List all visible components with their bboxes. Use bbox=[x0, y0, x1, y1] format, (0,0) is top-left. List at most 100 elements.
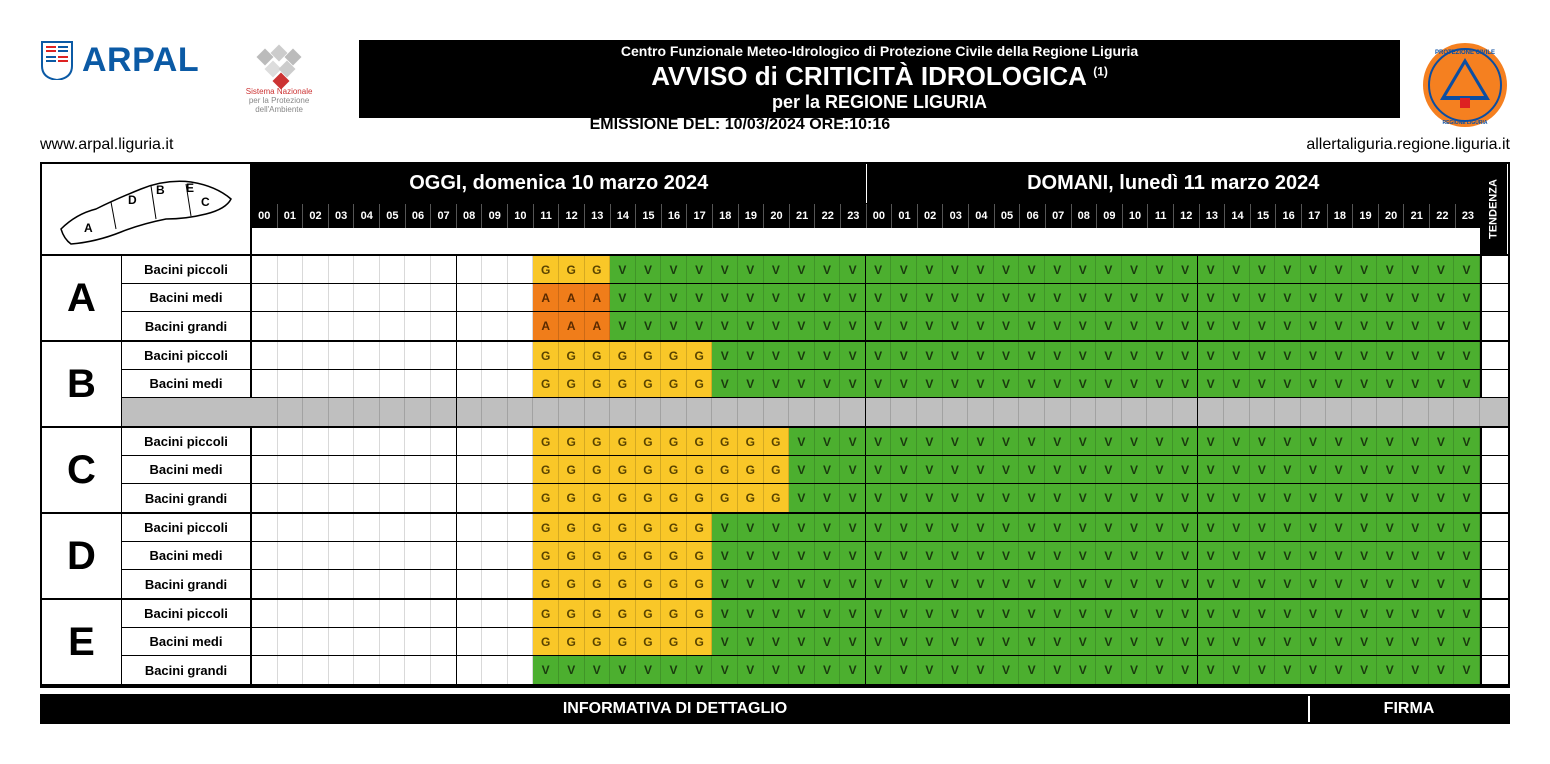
alert-cell: G bbox=[636, 370, 662, 397]
alert-cell: V bbox=[1275, 342, 1301, 369]
alert-cell: V bbox=[1454, 312, 1480, 340]
alert-cell: V bbox=[1224, 370, 1250, 397]
alert-cell bbox=[380, 398, 406, 426]
basin-label: Bacini grandi bbox=[122, 656, 252, 684]
alert-cell: V bbox=[712, 542, 738, 569]
alert-cell: V bbox=[1429, 656, 1455, 684]
alert-cell bbox=[354, 284, 380, 311]
alert-cell bbox=[994, 398, 1020, 426]
alert-cell: V bbox=[968, 342, 994, 369]
alert-cell bbox=[303, 542, 329, 569]
zone-letter: C bbox=[42, 428, 122, 512]
alert-cell: V bbox=[840, 256, 866, 283]
alert-cell: V bbox=[1377, 570, 1403, 598]
alert-cell: V bbox=[917, 656, 943, 684]
alert-cell: G bbox=[585, 428, 611, 455]
alert-cell bbox=[508, 628, 534, 655]
alert-cell: V bbox=[1352, 284, 1378, 311]
alert-cell: V bbox=[994, 542, 1020, 569]
basin-label: Bacini medi bbox=[122, 284, 252, 311]
alert-cell bbox=[329, 542, 355, 569]
svg-text:PROTEZIONE CIVILE: PROTEZIONE CIVILE bbox=[1435, 50, 1495, 56]
alert-cell: V bbox=[1019, 370, 1045, 397]
alert-cell: V bbox=[1122, 256, 1148, 283]
alert-cell: V bbox=[891, 484, 917, 512]
alert-cell: V bbox=[738, 312, 764, 340]
alert-cell: V bbox=[661, 284, 687, 311]
alert-cell bbox=[482, 600, 508, 627]
alert-cell: V bbox=[1454, 256, 1480, 283]
alert-cell: G bbox=[559, 570, 585, 598]
alert-cell: V bbox=[815, 656, 841, 684]
alert-cell: V bbox=[1429, 342, 1455, 369]
alert-cell: V bbox=[1224, 542, 1250, 569]
alert-cell bbox=[329, 514, 355, 541]
basin-label: Bacini medi bbox=[122, 628, 252, 655]
alert-cell: V bbox=[943, 284, 969, 311]
alert-cell: V bbox=[943, 370, 969, 397]
alert-cell: V bbox=[1429, 514, 1455, 541]
alert-cell: V bbox=[789, 456, 815, 483]
alert-cell: V bbox=[891, 570, 917, 598]
alert-cell bbox=[405, 256, 431, 283]
alert-cell bbox=[354, 484, 380, 512]
alert-cell bbox=[457, 312, 483, 340]
alert-cell: V bbox=[917, 370, 943, 397]
alert-cell: V bbox=[866, 456, 892, 483]
alert-cell: G bbox=[738, 484, 764, 512]
alert-cell: V bbox=[917, 256, 943, 283]
hour-cell: 04 bbox=[354, 204, 380, 228]
alert-cell: V bbox=[1326, 312, 1352, 340]
hour-cell: 17 bbox=[687, 204, 713, 228]
alert-cell: V bbox=[1096, 370, 1122, 397]
alert-cell bbox=[303, 256, 329, 283]
alert-cell: V bbox=[968, 542, 994, 569]
alert-cell bbox=[303, 570, 329, 598]
alert-cell: V bbox=[1301, 514, 1327, 541]
alert-cell bbox=[431, 428, 457, 455]
alert-cell bbox=[457, 570, 483, 598]
basin-label: Bacini medi bbox=[122, 370, 252, 397]
alert-cell: V bbox=[891, 428, 917, 455]
alert-cell: V bbox=[994, 370, 1020, 397]
alert-cell: V bbox=[1198, 514, 1224, 541]
sna-logo: Sistema Nazionale per la Protezione dell… bbox=[219, 40, 339, 120]
alert-cell: V bbox=[1275, 600, 1301, 627]
alert-cell bbox=[508, 428, 534, 455]
alert-cell: G bbox=[559, 514, 585, 541]
alert-cell: V bbox=[789, 370, 815, 397]
alert-cell bbox=[457, 456, 483, 483]
alert-cell bbox=[405, 370, 431, 397]
alert-cell: V bbox=[764, 600, 790, 627]
alert-cell: V bbox=[917, 600, 943, 627]
alert-cell: V bbox=[1173, 312, 1199, 340]
alert-cell: V bbox=[866, 514, 892, 541]
alert-cell: G bbox=[559, 456, 585, 483]
alert-cell bbox=[380, 628, 406, 655]
alert-cell: V bbox=[1198, 656, 1224, 684]
alert-cell: G bbox=[712, 428, 738, 455]
alert-cell: G bbox=[533, 600, 559, 627]
alert-cell: G bbox=[610, 342, 636, 369]
alert-cell: V bbox=[1377, 628, 1403, 655]
alert-cell: V bbox=[815, 342, 841, 369]
alert-cell: V bbox=[917, 312, 943, 340]
tendenza-cell bbox=[1480, 256, 1508, 283]
alert-cell: G bbox=[585, 342, 611, 369]
alert-cell: V bbox=[891, 370, 917, 397]
alert-cell: V bbox=[1198, 342, 1224, 369]
alert-cell: V bbox=[1275, 284, 1301, 311]
alert-cell: V bbox=[1352, 312, 1378, 340]
alert-cell: V bbox=[764, 284, 790, 311]
alert-cell: V bbox=[1275, 312, 1301, 340]
alert-cell: V bbox=[1454, 600, 1480, 627]
alert-cell: V bbox=[789, 256, 815, 283]
hour-cell: 13 bbox=[585, 204, 611, 228]
alert-cell: V bbox=[968, 284, 994, 311]
alert-cell bbox=[1096, 398, 1122, 426]
alert-cell: G bbox=[559, 484, 585, 512]
alert-cell: V bbox=[866, 284, 892, 311]
alert-cell: V bbox=[1429, 600, 1455, 627]
alert-cell: V bbox=[917, 428, 943, 455]
alert-cell bbox=[329, 256, 355, 283]
